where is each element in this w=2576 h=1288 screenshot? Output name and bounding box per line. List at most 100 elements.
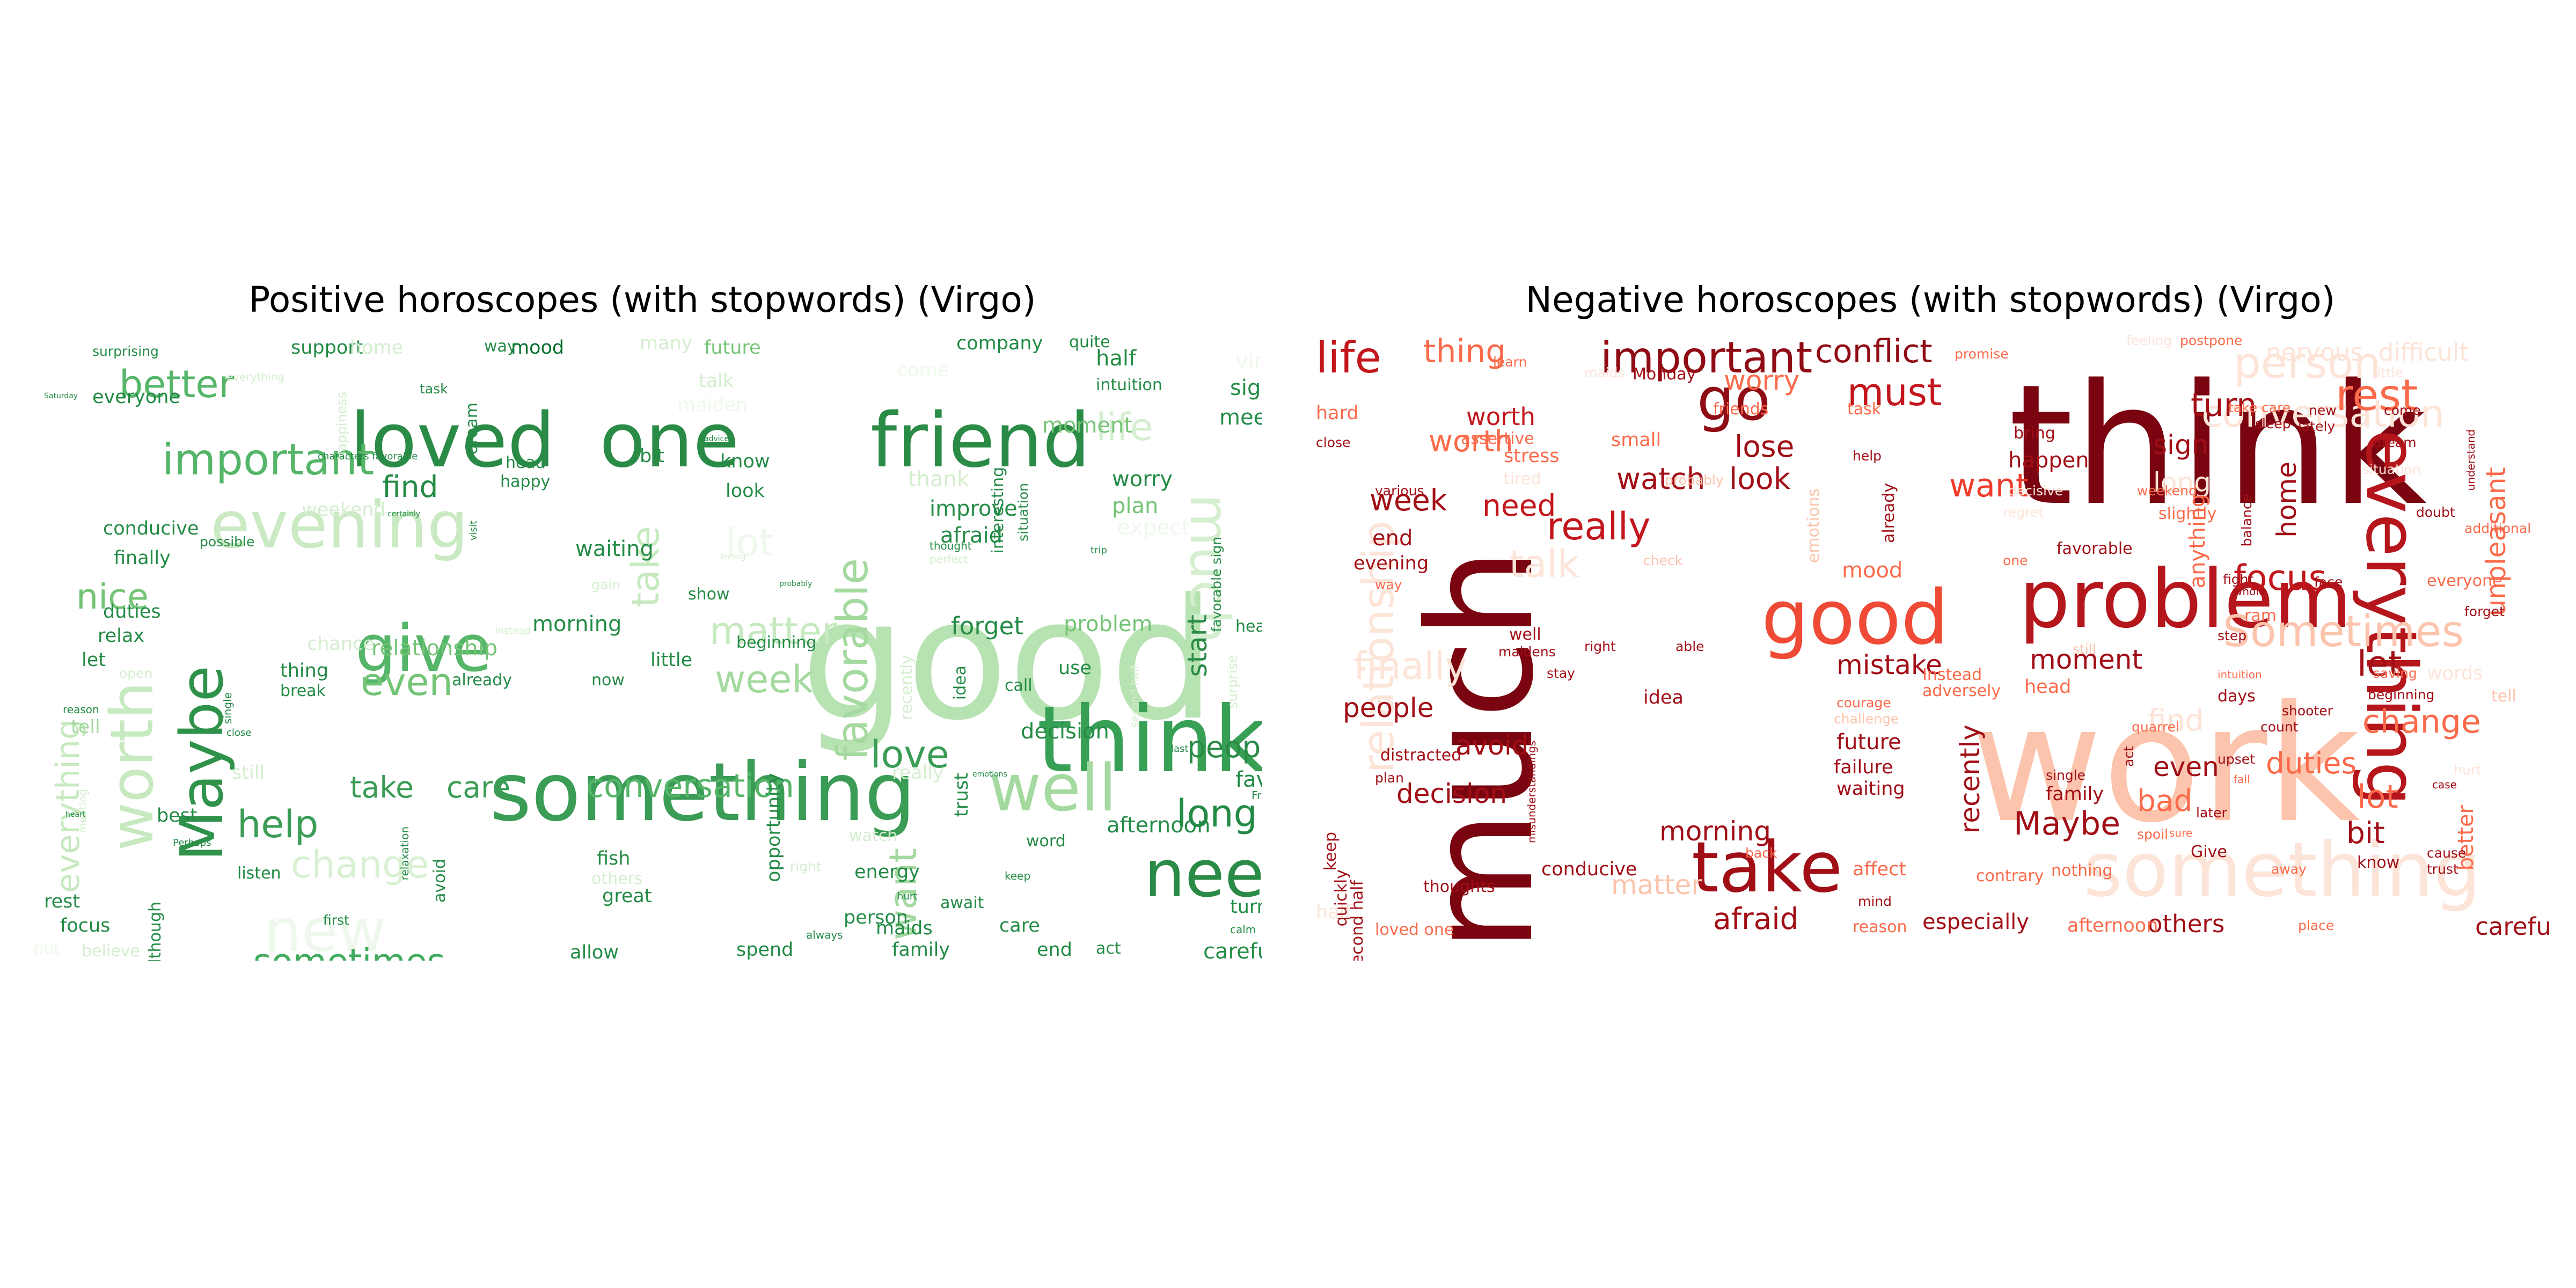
positive-word-48: plan: [1112, 494, 1158, 518]
positive-word-84: bit: [640, 445, 664, 467]
negative-word-1: work: [1971, 671, 2360, 858]
negative-word-63: better: [2454, 804, 2478, 870]
negative-word-75: head: [2024, 676, 2071, 698]
positive-word-162: recently: [897, 655, 916, 720]
negative-word-93: stay: [1547, 665, 1575, 681]
positive-word-105: end: [1037, 939, 1072, 961]
positive-word-107: turn: [1230, 896, 1262, 918]
negative-word-149: dream: [2373, 435, 2417, 450]
positive-word-147: visit: [468, 521, 479, 540]
positive-word-82: break: [280, 682, 326, 700]
positive-word-161: hurt: [897, 891, 917, 902]
positive-word-38: start: [1182, 614, 1213, 677]
negative-word-118: Give: [2191, 843, 2227, 861]
negative-word-24: watch: [1616, 462, 1705, 496]
positive-word-2: think: [1037, 687, 1262, 793]
negative-word-47: people: [1343, 692, 1433, 723]
positive-word-22: week: [715, 657, 814, 701]
negative-word-82: Monday: [1633, 365, 1696, 384]
positive-word-11: Maybe: [167, 665, 236, 861]
positive-word-109: great: [602, 885, 652, 907]
negative-word-89: already: [1879, 483, 1898, 543]
negative-word-150: lately: [2298, 419, 2335, 434]
positive-word-132: watch: [849, 826, 897, 845]
negative-word-142: face: [2314, 574, 2343, 590]
negative-word-22: week: [1370, 483, 1447, 517]
negative-word-91: well: [1509, 625, 1541, 644]
positive-word-101: allow: [570, 942, 619, 961]
positive-word-80: still: [232, 762, 265, 784]
positive-word-73: tell: [71, 716, 100, 738]
negative-word-67: evening: [1353, 553, 1429, 574]
positive-word-140: talk: [699, 370, 734, 392]
negative-word-125: case: [2432, 778, 2457, 791]
negative-word-37: lot: [2357, 778, 2398, 816]
positive-word-117: head: [506, 453, 546, 472]
positive-word-91: beginning: [736, 633, 816, 652]
negative-word-76: happen: [2008, 448, 2089, 473]
positive-word-142: come: [897, 360, 949, 381]
positive-word-64: half: [1096, 346, 1137, 371]
negative-word-55: careful: [2475, 912, 2550, 941]
negative-word-133: tell: [2491, 687, 2516, 706]
negative-word-83: stress: [1504, 445, 1560, 467]
negative-word-154: postpone: [2180, 333, 2242, 348]
positive-word-3: something: [489, 746, 916, 839]
positive-word-56: sign: [1230, 376, 1262, 400]
positive-word-26: love: [870, 733, 949, 777]
negative-word-117: spoil: [2137, 826, 2168, 842]
positive-word-53: moment: [1042, 413, 1132, 438]
positive-word-25: want: [881, 848, 925, 940]
positive-word-89: now: [591, 671, 625, 690]
positive-word-103: await: [940, 894, 984, 912]
positive-word-8: give: [355, 612, 492, 686]
negative-word-40: find: [2148, 703, 2204, 737]
positive-word-153: close: [226, 727, 251, 738]
negative-word-166: decisive: [2008, 483, 2063, 499]
positive-word-81: thing: [280, 660, 328, 682]
positive-word-95: opportunity: [763, 773, 785, 882]
positive-word-85: know: [720, 451, 770, 472]
positive-word-125: surprising: [92, 343, 159, 359]
positive-word-94: idea: [951, 665, 970, 700]
positive-word-35: care: [447, 770, 510, 804]
negative-word-119: later: [2196, 805, 2227, 821]
negative-word-11: life: [1316, 333, 1381, 383]
negative-word-160: balance: [2239, 494, 2255, 546]
negative-word-144: fight: [2223, 572, 2253, 587]
positive-word-70: duties: [103, 601, 161, 623]
positive-word-30: nice: [76, 577, 149, 617]
positive-word-126: although: [146, 902, 165, 961]
negative-panel-title: Negative horoscopes (with stopwords) (Vi…: [1525, 279, 2336, 320]
positive-word-143: everything: [226, 370, 284, 383]
negative-word-10: important: [1600, 333, 1812, 383]
negative-word-53: especially: [1922, 910, 2029, 934]
positive-word-146: certainly: [387, 510, 420, 518]
negative-word-18: finally: [1353, 644, 1467, 688]
negative-word-42: bad: [2137, 784, 2193, 818]
negative-word-121: know: [2357, 853, 2399, 872]
negative-word-100: close: [1316, 435, 1350, 450]
negative-word-77: bring: [2014, 424, 2055, 443]
negative-word-27: worry: [1724, 365, 1799, 396]
positive-word-138: perfect: [930, 553, 968, 566]
negative-word-169: probably: [1665, 472, 1724, 488]
positive-word-57: company: [956, 333, 1043, 354]
negative-word-54: others: [2148, 910, 2224, 938]
positive-word-43: relationship: [371, 636, 497, 661]
positive-word-157: heart: [65, 810, 86, 819]
positive-word-136: situation: [1015, 483, 1031, 541]
positive-word-36: take: [350, 770, 414, 804]
positive-word-160: emotions: [972, 770, 1007, 779]
positive-word-46: afternoon: [1107, 813, 1211, 838]
positive-word-17: favorable: [828, 558, 877, 761]
negative-word-137: fall: [2234, 773, 2250, 786]
negative-word-153: take care: [2228, 400, 2290, 415]
positive-word-78: put: [33, 939, 60, 958]
negative-word-105: second half: [1348, 880, 1367, 961]
negative-word-33: home: [2271, 462, 2302, 538]
negative-word-114: contrary: [1976, 867, 2044, 885]
negative-word-85: small: [1611, 429, 1661, 451]
positive-word-69: finally: [114, 547, 171, 569]
negative-word-81: friends: [1713, 400, 1768, 419]
